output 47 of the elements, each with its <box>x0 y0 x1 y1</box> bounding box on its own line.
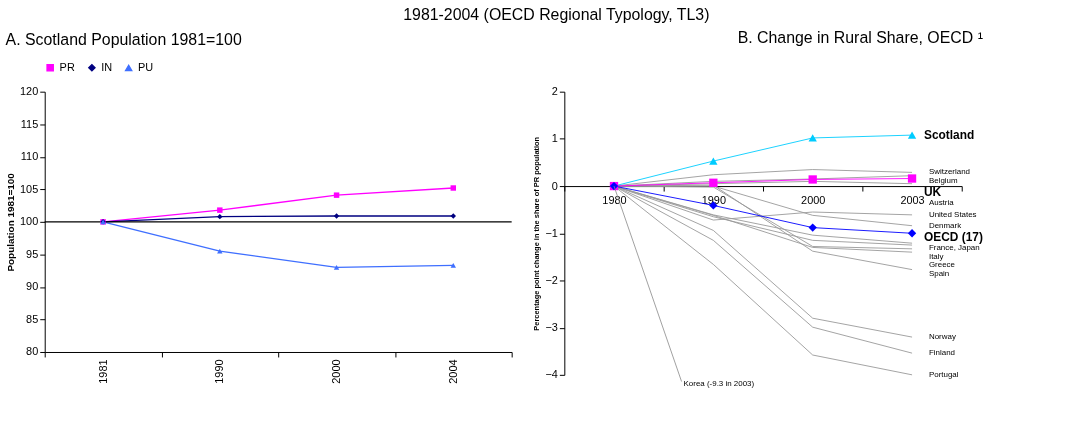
legend-label: IN <box>101 60 113 73</box>
chart-title: B. Change in Rural Share, OECD ¹ <box>737 29 983 47</box>
y-tick-label: 80 <box>26 345 39 358</box>
y-axis-title: Population 1981=100 <box>5 172 17 272</box>
text: United States <box>928 209 977 219</box>
series-label: OECD (17) <box>923 229 983 244</box>
text: France, Japan <box>928 242 980 252</box>
y-tick-label: 95 <box>26 247 39 260</box>
y-tick-label: 85 <box>26 312 39 325</box>
chart-title: A. Scotland Population 1981=100 <box>5 30 242 48</box>
y-tick-label: 0 <box>551 179 558 192</box>
text: Austria <box>928 198 955 208</box>
y-tick-label: −1 <box>545 226 558 239</box>
text: Switzerland <box>928 167 970 177</box>
y-tick-label: 90 <box>26 280 39 293</box>
text: Norway <box>928 332 956 342</box>
text: Korea (-9.3 in 2003) <box>683 379 755 389</box>
text: Belgium <box>928 176 958 186</box>
text: Italy <box>928 251 944 261</box>
y-tick-label: 120 <box>20 85 39 98</box>
x-tick-label: 1980 <box>602 194 627 207</box>
x-tick-label: 2000 <box>801 194 826 207</box>
x-tick-label: 1981 <box>96 359 109 384</box>
legend-label: PU <box>138 60 154 73</box>
y-tick-label: 100 <box>20 215 39 228</box>
text: Portugal <box>928 369 959 379</box>
text: 1981-2004 (OECD Regional Typology, TL3) <box>403 6 710 24</box>
y-tick-label: 2 <box>551 85 558 98</box>
y-tick-label: −4 <box>545 368 558 381</box>
text: Finland <box>928 348 955 358</box>
y-tick-label: 115 <box>20 117 39 130</box>
y-tick-label: 110 <box>20 150 39 163</box>
text: Denmark <box>928 220 962 230</box>
series-label: Scotland <box>923 128 975 143</box>
text: Greece <box>928 260 956 270</box>
y-tick-label: 105 <box>20 182 39 195</box>
text: Spain <box>928 269 950 279</box>
y-tick-label: 1 <box>551 132 558 145</box>
y-tick-label: −2 <box>545 273 558 286</box>
y-tick-label: −3 <box>545 321 558 334</box>
x-tick-label: 2004 <box>446 359 459 384</box>
x-tick-label: 2003 <box>900 194 925 207</box>
x-tick-label: 1990 <box>213 359 226 384</box>
x-tick-label: 1990 <box>701 194 726 207</box>
legend-label: PR <box>59 60 75 73</box>
series-label: UK <box>923 185 942 200</box>
x-tick-label: 2000 <box>330 359 343 384</box>
